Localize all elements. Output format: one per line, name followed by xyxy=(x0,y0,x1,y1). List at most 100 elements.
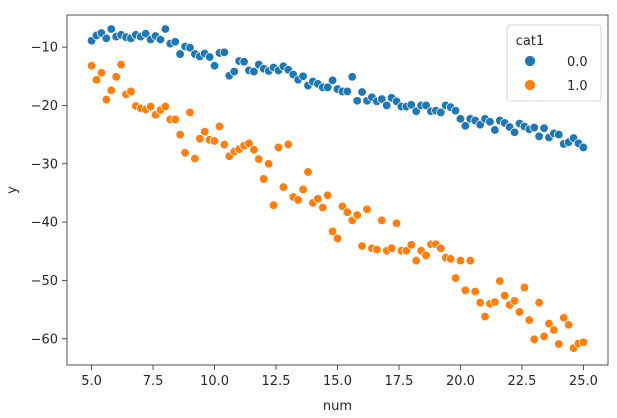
data-point xyxy=(352,96,362,106)
data-point xyxy=(529,122,539,133)
data-point xyxy=(357,241,367,251)
y-tick-label: −60 xyxy=(31,332,58,347)
data-point xyxy=(200,126,210,137)
data-point xyxy=(249,145,259,155)
data-point xyxy=(185,42,195,53)
data-point xyxy=(155,34,166,45)
x-tick-label: 20.0 xyxy=(446,374,475,389)
data-point xyxy=(219,47,230,58)
data-point xyxy=(485,117,495,127)
data-point xyxy=(386,243,397,254)
data-point xyxy=(86,61,97,71)
y-tick-label: −30 xyxy=(31,157,58,172)
y-axis: −10 −20 −30 −40 −50 −60 xyxy=(31,41,67,347)
x-tick-label: 10.0 xyxy=(200,374,229,389)
data-point xyxy=(342,86,353,97)
data-point xyxy=(239,56,249,67)
data-point xyxy=(554,339,564,349)
data-point xyxy=(382,100,392,111)
data-point xyxy=(519,282,530,293)
data-point xyxy=(534,131,544,142)
data-point xyxy=(318,202,328,213)
data-point xyxy=(559,313,569,323)
data-point xyxy=(106,85,116,95)
x-tick-label: 12.5 xyxy=(262,374,291,389)
data-point xyxy=(195,133,205,144)
x-tick-label: 7.5 xyxy=(143,374,164,389)
data-point xyxy=(460,285,471,296)
data-point xyxy=(263,159,274,169)
legend: cat1 0.0 1.0 xyxy=(506,24,602,102)
data-point xyxy=(327,75,338,86)
data-point xyxy=(514,307,525,317)
data-point xyxy=(342,207,353,217)
data-point xyxy=(549,325,559,335)
data-point xyxy=(578,142,589,153)
data-point xyxy=(214,121,225,132)
data-point xyxy=(96,68,107,78)
data-point xyxy=(509,296,520,306)
data-point xyxy=(91,75,102,85)
data-point xyxy=(539,123,549,133)
data-point xyxy=(111,72,121,82)
data-point xyxy=(524,315,534,325)
data-point xyxy=(160,24,171,34)
data-point xyxy=(106,24,116,34)
data-point xyxy=(436,107,446,118)
data-point xyxy=(411,255,421,266)
data-point xyxy=(480,311,490,322)
data-point xyxy=(185,107,195,118)
data-point xyxy=(352,210,362,220)
data-point xyxy=(170,37,180,47)
data-point xyxy=(475,297,485,308)
data-point xyxy=(534,297,544,308)
data-point xyxy=(298,184,308,195)
data-point xyxy=(509,127,520,137)
data-point xyxy=(101,33,112,44)
data-point xyxy=(293,195,303,205)
data-point xyxy=(332,233,343,244)
y-tick-label: −20 xyxy=(31,99,58,114)
data-point xyxy=(500,290,510,301)
series-1 xyxy=(86,59,589,353)
legend-title: cat1 xyxy=(516,34,544,49)
data-point xyxy=(554,129,564,140)
x-tick-label: 25.0 xyxy=(569,374,598,389)
data-point xyxy=(303,167,313,177)
x-axis: 5.0 7.5 10.0 12.5 15.0 17.5 20.0 22.5 25.0 xyxy=(81,365,598,389)
data-point xyxy=(377,94,387,104)
data-point xyxy=(445,254,456,264)
data-point xyxy=(101,94,112,105)
data-point xyxy=(249,66,259,77)
y-axis-label: y xyxy=(5,186,20,194)
data-point xyxy=(126,86,136,97)
data-point xyxy=(455,255,466,266)
data-point xyxy=(322,190,333,200)
data-point xyxy=(455,114,466,124)
data-point xyxy=(563,320,574,330)
data-point xyxy=(229,66,239,77)
data-point xyxy=(204,52,215,62)
x-tick-label: 17.5 xyxy=(385,374,414,389)
data-point xyxy=(259,174,269,184)
data-point xyxy=(495,276,505,286)
data-point xyxy=(490,297,500,307)
legend-label: 1.0 xyxy=(567,79,588,94)
data-point xyxy=(160,101,171,112)
data-point xyxy=(406,100,416,110)
data-point xyxy=(406,240,416,250)
x-tick-label: 5.0 xyxy=(81,374,102,389)
data-point xyxy=(219,139,230,150)
data-point xyxy=(391,218,402,228)
data-point xyxy=(283,139,293,150)
data-point xyxy=(209,136,220,146)
y-tick-label: −10 xyxy=(31,41,58,56)
data-point xyxy=(490,125,500,135)
x-axis-label: num xyxy=(323,399,352,414)
data-point xyxy=(450,273,461,283)
data-point xyxy=(362,204,372,214)
legend-marker xyxy=(524,79,536,91)
data-point xyxy=(357,87,367,97)
data-point xyxy=(273,142,284,153)
